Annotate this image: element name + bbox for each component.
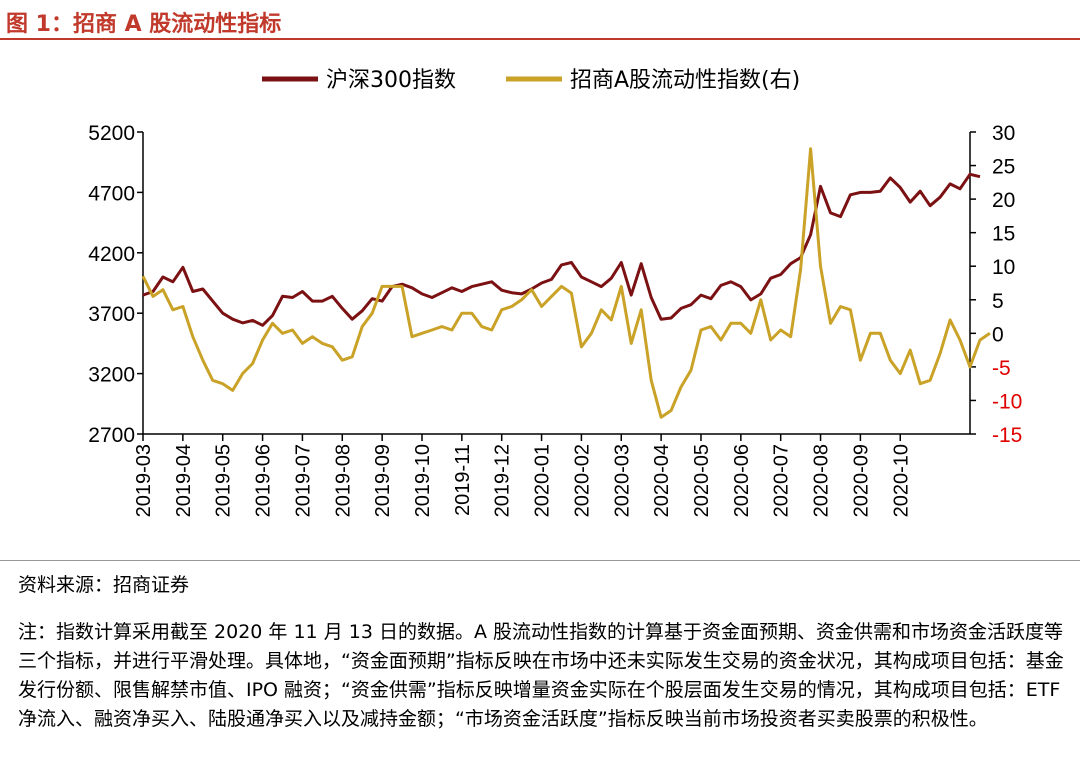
x-tick-label: 2019-12: [492, 444, 514, 517]
series-line-csi300: [142, 172, 981, 327]
x-tick-label: 2020-01: [532, 444, 554, 517]
x-tick-label: 2019-09: [372, 444, 394, 517]
chart: 沪深300指数 招商A股流动性指数(右) 2700 3200 3700 4200 470…: [88, 68, 1022, 517]
y-left-tick-label: 3200: [88, 364, 135, 387]
y-axis-left: 2700 3200 3700 4200 4700 5200: [88, 122, 143, 447]
x-tick-label: 2019-06: [253, 444, 275, 517]
x-tick-label: 2019-10: [412, 444, 434, 517]
y-right-tick-label: 10: [992, 256, 1015, 279]
y-right-tick-label: -5: [992, 357, 1011, 380]
x-tick-label: 2020-10: [890, 444, 912, 517]
y-right-tick-label: 15: [992, 223, 1015, 246]
y-left-tick-label: 4200: [88, 243, 135, 266]
legend: 沪深300指数 招商A股流动性指数(右): [262, 68, 800, 93]
axes: [142, 132, 971, 435]
x-tick-label: 2019-03: [133, 444, 155, 517]
x-tick-label: 2020-02: [571, 444, 593, 517]
y-right-tick-label: 0: [992, 323, 1004, 346]
x-tick-label: 2020-05: [691, 444, 713, 517]
y-right-tick-label: 30: [992, 122, 1015, 145]
x-tick-label: 2019-08: [332, 444, 354, 517]
figure-title: 图 1：招商 A 股流动性指标: [6, 12, 282, 37]
x-tick-label: 2019-04: [173, 444, 195, 517]
title-underline: [0, 38, 1080, 40]
x-tick-label: 2019-11: [452, 444, 474, 516]
x-tick-label: 2019-05: [213, 444, 235, 517]
x-tick-label: 2019-07: [292, 444, 314, 517]
series-lines: [141, 147, 991, 419]
y-right-tick-label: -10: [992, 390, 1022, 413]
source-divider: [0, 560, 1080, 561]
y-left-tick-label: 5200: [88, 122, 135, 145]
x-axis: 2019-03 2019-04 2019-05 2019-06 2019-07 2019-…: [133, 434, 912, 517]
source-text: 资料来源：招商证券: [18, 574, 190, 596]
y-right-tick-label: 25: [992, 156, 1015, 179]
legend-label-liquidity: 招商A股流动性指数(右): [570, 68, 800, 93]
legend-label-csi300: 沪深300指数: [326, 68, 456, 93]
y-left-tick-label: 2700: [88, 424, 135, 447]
y-left-tick-label: 3700: [88, 303, 135, 326]
x-tick-label: 2020-07: [771, 444, 793, 517]
x-tick-label: 2020-08: [811, 444, 833, 517]
x-tick-label: 2020-04: [651, 444, 673, 517]
y-right-tick-label: -15: [992, 424, 1022, 447]
x-tick-label: 2020-03: [611, 444, 633, 517]
series-line-liquidity: [141, 147, 991, 419]
y-axis-right: 30 25 20 15 10 5 0 -5 -10 -15: [970, 122, 1022, 447]
x-tick-label: 2020-09: [850, 444, 872, 517]
x-tick-label: 2020-06: [731, 444, 753, 517]
y-left-tick-label: 4700: [88, 182, 135, 205]
footnote: 注：指数计算采用截至 2020 年 11 月 13 日的数据。A 股流动性指数的…: [18, 621, 1064, 730]
y-right-tick-label: 5: [992, 290, 1004, 313]
y-right-tick-label: 20: [992, 189, 1015, 212]
